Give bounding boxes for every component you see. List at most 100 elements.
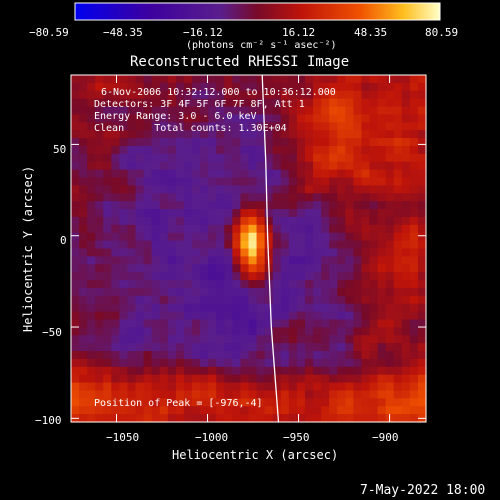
heatmap-cell — [135, 343, 145, 352]
heatmap-cell — [159, 224, 169, 234]
heatmap-cell — [393, 272, 403, 281]
heatmap-cell — [232, 138, 242, 147]
heatmap-cell — [103, 358, 112, 368]
heatmap-cell — [272, 351, 282, 360]
heatmap-cell — [200, 287, 209, 297]
heatmap-cell — [240, 90, 250, 100]
heatmap-cell — [151, 90, 161, 100]
heatmap-cell — [393, 327, 403, 336]
colorbar-tick: 16.12 — [282, 26, 316, 39]
heatmap-cell — [240, 311, 250, 321]
heatmap-cell — [87, 138, 96, 147]
heatmap-cell — [393, 122, 403, 131]
heatmap-cell — [417, 319, 427, 328]
heatmap-cell — [95, 343, 104, 352]
heatmap-cell — [272, 264, 282, 273]
heatmap-cell — [127, 398, 137, 407]
heatmap-cell — [127, 240, 137, 250]
heatmap-cell — [103, 130, 112, 139]
heatmap-cell — [200, 216, 209, 226]
heatmap-cell — [111, 82, 121, 92]
heatmap-cell — [296, 264, 306, 273]
heatmap-cell — [264, 209, 274, 218]
heatmap-cell — [224, 382, 233, 392]
heatmap-cell — [143, 287, 153, 297]
heatmap-cell — [264, 232, 274, 242]
heatmap-cell — [296, 295, 306, 305]
heatmap-cell — [159, 280, 169, 289]
heatmap-cell — [288, 138, 298, 147]
heatmap-cell — [71, 287, 80, 297]
heatmap-cell — [71, 82, 80, 92]
heatmap-cell — [143, 358, 153, 368]
heatmap-cell — [119, 122, 129, 131]
heatmap-cell — [345, 287, 354, 297]
heatmap-cell — [119, 185, 129, 194]
heatmap-cell — [175, 106, 185, 116]
heatmap-cell — [280, 256, 290, 265]
heatmap-cell — [119, 287, 129, 297]
heatmap-cell — [208, 374, 217, 384]
heatmap-cell — [417, 272, 427, 281]
heatmap-cell — [135, 216, 145, 226]
heatmap-cell — [232, 319, 242, 328]
heatmap-cell — [313, 343, 322, 352]
heatmap-cell — [353, 232, 363, 242]
heatmap-cell — [288, 122, 298, 131]
heatmap-cell — [369, 240, 379, 250]
heatmap-cell — [71, 209, 80, 218]
heatmap-cell — [264, 287, 274, 297]
heatmap-cell — [377, 366, 387, 376]
heatmap-cell — [417, 382, 427, 392]
heatmap-cell — [288, 248, 298, 257]
heatmap-cell — [95, 366, 104, 376]
heatmap-cell — [280, 264, 290, 273]
heatmap-cell — [264, 240, 274, 250]
heatmap-cell — [200, 169, 209, 179]
heatmap-cell — [329, 185, 338, 194]
heatmap-cell — [224, 406, 233, 415]
heatmap-cell — [409, 153, 419, 163]
heatmap-cell — [296, 82, 306, 92]
heatmap-cell — [321, 406, 330, 415]
heatmap-cell — [361, 382, 371, 392]
heatmap-cell — [232, 201, 242, 210]
heatmap-cell — [353, 122, 363, 131]
heatmap-cell — [232, 161, 242, 171]
heatmap-cell — [280, 240, 290, 250]
heatmap-cell — [313, 280, 322, 289]
heatmap-cell — [321, 366, 330, 376]
heatmap-cell — [248, 248, 258, 257]
heatmap-cell — [256, 177, 266, 187]
heatmap-cell — [119, 382, 129, 392]
heatmap-cell — [280, 414, 290, 423]
heatmap-cell — [119, 106, 129, 116]
heatmap-cell — [304, 335, 314, 344]
heatmap-cell — [321, 216, 330, 226]
heatmap-cell — [313, 153, 322, 163]
heatmap-cell — [272, 153, 282, 163]
heatmap-cell — [167, 382, 177, 392]
heatmap-cell — [321, 264, 330, 273]
heatmap-cell — [345, 335, 354, 344]
heatmap-cell — [240, 75, 250, 84]
heatmap-cell — [272, 177, 282, 187]
heatmap-cell — [200, 366, 209, 376]
heatmap-cell — [127, 106, 137, 116]
heatmap-cell — [385, 351, 395, 360]
heatmap-cell — [385, 406, 395, 415]
heatmap-cell — [103, 303, 112, 313]
heatmap-cell — [183, 232, 193, 242]
heatmap-cell — [151, 145, 161, 155]
heatmap-cell — [385, 280, 395, 289]
heatmap-cell — [345, 414, 354, 423]
heatmap-cell — [304, 303, 314, 313]
heatmap-cell — [401, 280, 411, 289]
heatmap-cell — [71, 295, 80, 305]
heatmap-cell — [95, 122, 104, 131]
heatmap-cell — [296, 130, 306, 139]
heatmap-cell — [417, 145, 427, 155]
heatmap-cell — [151, 295, 161, 305]
heatmap-cell — [385, 382, 395, 392]
heatmap-cell — [232, 130, 242, 139]
